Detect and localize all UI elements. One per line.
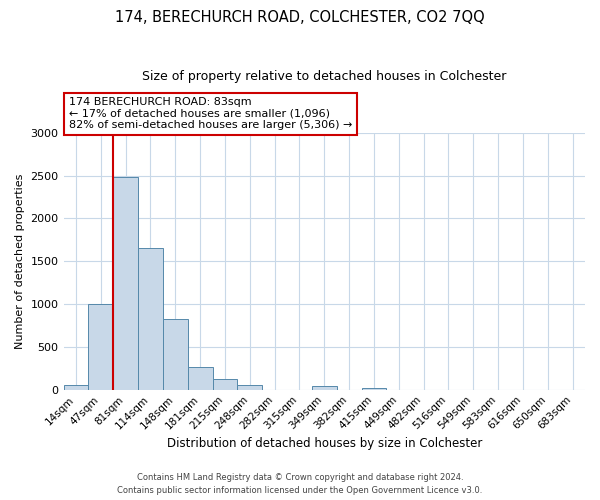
Bar [238,386,262,390]
Bar [212,380,238,390]
Bar [64,386,88,390]
Bar [88,304,113,390]
Text: 174 BERECHURCH ROAD: 83sqm
← 17% of detached houses are smaller (1,096)
82% of s: 174 BERECHURCH ROAD: 83sqm ← 17% of deta… [69,97,352,130]
Bar [312,386,337,390]
Text: 174, BERECHURCH ROAD, COLCHESTER, CO2 7QQ: 174, BERECHURCH ROAD, COLCHESTER, CO2 7Q… [115,10,485,25]
Bar [113,178,138,390]
Bar [188,366,212,390]
Bar [138,248,163,390]
Bar [163,318,188,390]
Y-axis label: Number of detached properties: Number of detached properties [15,174,25,349]
Bar [362,388,386,390]
Title: Size of property relative to detached houses in Colchester: Size of property relative to detached ho… [142,70,506,83]
X-axis label: Distribution of detached houses by size in Colchester: Distribution of detached houses by size … [167,437,482,450]
Text: Contains HM Land Registry data © Crown copyright and database right 2024.
Contai: Contains HM Land Registry data © Crown c… [118,474,482,495]
